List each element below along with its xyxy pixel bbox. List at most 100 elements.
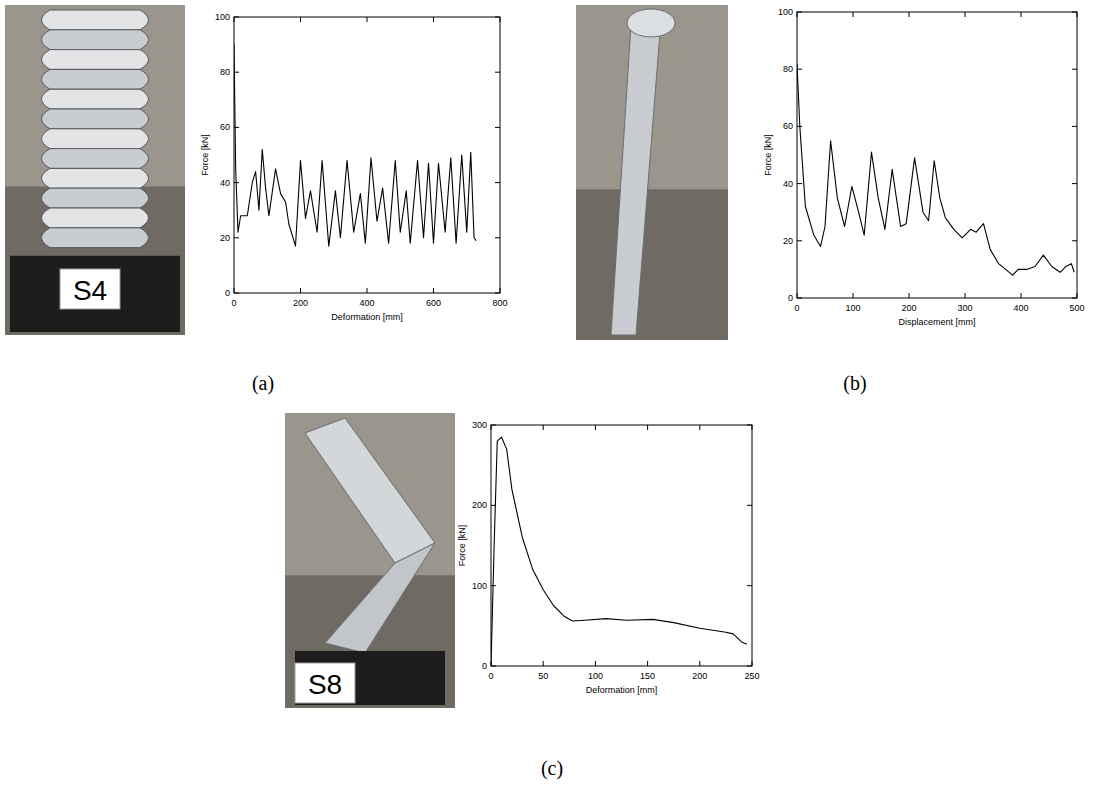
x-tick (909, 293, 910, 298)
y-tick-right (495, 72, 500, 73)
fold (42, 89, 149, 109)
x-tick-top (543, 425, 544, 430)
x-tick-top (909, 12, 910, 17)
y-tick-right (495, 293, 500, 294)
y-tick-label: 100 (472, 581, 487, 591)
x-axis-title: Deformation [mm] (586, 685, 658, 695)
x-tick-top (797, 12, 798, 17)
photo-background (5, 5, 185, 335)
y-tick-right (1072, 12, 1077, 13)
x-tick (300, 288, 301, 293)
plot-frame (797, 12, 1077, 298)
data-group (491, 437, 747, 666)
fold (42, 30, 149, 50)
y-tick-label: 20 (220, 233, 230, 243)
plot-frame (234, 17, 500, 293)
y-tick-right (747, 666, 752, 667)
x-tick-label: 250 (744, 671, 759, 681)
y-tick-label: 0 (225, 288, 230, 298)
x-tick (1021, 293, 1022, 298)
plot-frame (491, 425, 752, 666)
x-tick (699, 661, 700, 666)
fold (42, 10, 149, 30)
x-tick (797, 293, 798, 298)
fold (42, 149, 149, 169)
x-tick-label: 0 (488, 671, 493, 681)
x-tick-top (647, 425, 648, 430)
x-tick-label: 0 (794, 303, 799, 313)
y-tick (491, 666, 496, 667)
y-tick-label: 0 (788, 293, 793, 303)
x-axis-title: Displacement [mm] (898, 317, 975, 327)
y-tick-label: 200 (472, 500, 487, 510)
force-curve (797, 63, 1074, 275)
y-tick-label: 60 (783, 121, 793, 131)
x-tick (752, 661, 753, 666)
fold (42, 168, 149, 188)
y-tick-right (495, 127, 500, 128)
x-tick-label: 600 (426, 298, 441, 308)
x-tick-label: 500 (1069, 303, 1084, 313)
base (10, 256, 180, 332)
y-tick (797, 298, 802, 299)
fold (42, 129, 149, 149)
x-tick-label: 150 (640, 671, 655, 681)
x-tick (433, 288, 434, 293)
y-tick-label: 100 (778, 7, 793, 17)
x-tick-label: 100 (588, 671, 603, 681)
x-tick-top (234, 17, 235, 22)
y-tick (491, 425, 496, 426)
x-tick-top (500, 17, 501, 22)
x-tick-top (965, 12, 966, 17)
chart: 0100200300400500020406080100Displacement… (763, 7, 1085, 327)
x-tick (1077, 293, 1078, 298)
y-tick-label: 60 (220, 122, 230, 132)
fold (42, 109, 149, 129)
photo: S8 (285, 413, 455, 708)
x-tick-label: 200 (901, 303, 916, 313)
photo-floor (576, 189, 728, 340)
y-tick-label: 0 (482, 661, 487, 671)
background (0, 0, 1099, 792)
x-tick-label: 300 (957, 303, 972, 313)
y-axis-title: Force [kN] (200, 134, 210, 176)
data-group (234, 45, 476, 246)
y-tick-right (1072, 183, 1077, 184)
x-tick (234, 288, 235, 293)
y-tick-label: 40 (220, 178, 230, 188)
y-axis-title: Force [kN] (457, 525, 467, 567)
panel-letter: (c) (541, 757, 563, 780)
y-tick (234, 17, 239, 18)
x-tick-label: 800 (492, 298, 507, 308)
y-tick-right (495, 237, 500, 238)
photo-background (285, 413, 455, 708)
fold (42, 50, 149, 70)
x-tick-label: 400 (359, 298, 374, 308)
y-tick-right (1072, 298, 1077, 299)
figure: S40200400600800020406080100Deformation [… (0, 0, 1099, 792)
y-tick (234, 293, 239, 294)
x-tick (543, 661, 544, 666)
photo-floor (5, 187, 185, 336)
x-tick (853, 293, 854, 298)
panel-letter: (a) (252, 372, 274, 395)
photo-label: S8 (308, 669, 342, 700)
x-tick-top (433, 17, 434, 22)
photo-background (576, 5, 728, 340)
x-tick-top (1077, 12, 1078, 17)
x-tick-label: 400 (1013, 303, 1028, 313)
base (295, 651, 445, 705)
x-tick-label: 100 (845, 303, 860, 313)
force-curve (234, 45, 476, 246)
y-tick (234, 237, 239, 238)
x-tick-top (595, 425, 596, 430)
x-axis-title: Deformation [mm] (331, 312, 403, 322)
x-tick-top (853, 12, 854, 17)
fold (42, 188, 149, 208)
force-curve (491, 437, 747, 666)
y-tick-right (747, 425, 752, 426)
data-group (797, 63, 1074, 275)
y-tick-label: 20 (783, 236, 793, 246)
y-tick (797, 12, 802, 13)
x-tick-top (367, 17, 368, 22)
